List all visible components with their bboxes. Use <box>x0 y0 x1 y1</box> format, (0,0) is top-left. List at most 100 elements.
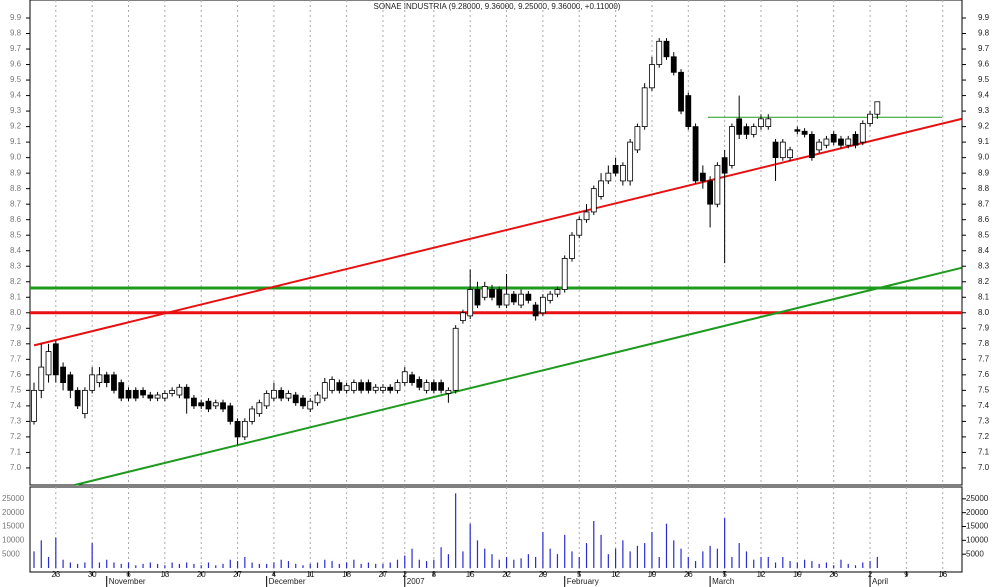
y-tick-label: 7.2 <box>978 432 990 441</box>
y-tick-label: 9.8 <box>978 29 990 38</box>
candle-body <box>409 374 415 384</box>
y-tick-label: 9.6 <box>978 60 990 69</box>
candle-body <box>438 382 445 391</box>
volume-tick-label: 5000 <box>966 549 984 558</box>
candle-body <box>118 382 125 399</box>
y-tick-label: 8.0 <box>978 308 990 317</box>
candle-body <box>525 293 532 301</box>
month-label: April <box>872 577 888 586</box>
y-tick-label: 9.5 <box>978 75 990 84</box>
candle-body <box>74 389 81 407</box>
candle-body <box>220 402 226 410</box>
candle-body <box>423 382 430 391</box>
y-tick-label: 8.7 <box>978 199 990 208</box>
y-tick-label: 9.7 <box>10 44 22 53</box>
y-tick-label: 7.1 <box>10 448 22 457</box>
candle-body <box>430 382 437 391</box>
y-tick-label: 8.5 <box>10 230 22 239</box>
candle-body <box>641 87 648 128</box>
x-tick-label: 4 <box>272 570 277 579</box>
candle-body <box>467 289 474 317</box>
candle-body <box>256 402 263 415</box>
y-tick-label: 7.6 <box>978 370 990 379</box>
candle-body <box>867 113 873 124</box>
x-tick-label: 26 <box>684 570 693 579</box>
candle-body <box>649 64 655 89</box>
candle-body <box>590 188 597 213</box>
y-tick-label: 7.3 <box>978 416 990 425</box>
candle-body <box>634 126 641 151</box>
candle-body <box>445 389 452 394</box>
candle-body <box>96 374 103 384</box>
x-tick-label: 18 <box>342 570 351 579</box>
candle-body <box>321 382 328 399</box>
candle-body <box>532 304 539 317</box>
candle-body <box>191 397 197 407</box>
y-tick-label: 7.4 <box>10 401 22 410</box>
x-tick-label: 26 <box>829 570 838 579</box>
candle-body <box>350 382 357 391</box>
y-tick-label: 7.0 <box>978 463 990 472</box>
volume-tick-label: 15000 <box>966 522 989 531</box>
candle-body <box>234 420 241 438</box>
y-tick-label: 7.2 <box>10 432 22 441</box>
candle-body <box>292 394 299 404</box>
x-tick-label: 27 <box>379 570 388 579</box>
candle-body <box>416 379 423 388</box>
x-tick-label: 30 <box>88 570 97 579</box>
y-tick-label: 9.1 <box>10 137 22 146</box>
y-tick-label: 9.3 <box>978 106 990 115</box>
candle-body <box>510 293 517 303</box>
candle-body <box>401 371 408 384</box>
x-tick-label: 29 <box>538 570 547 579</box>
y-tick-label: 7.7 <box>10 354 22 363</box>
candle-body <box>663 40 670 58</box>
y-tick-label: 8.7 <box>10 199 22 208</box>
price-panel <box>29 0 963 486</box>
candle-body <box>779 141 786 159</box>
candle-body <box>45 351 52 376</box>
y-tick-label: 9.8 <box>10 29 22 38</box>
y-tick-label: 9.3 <box>10 106 22 115</box>
candle-body <box>154 394 161 399</box>
candle-body <box>452 327 459 391</box>
x-tick-label: 9 <box>904 570 909 579</box>
y-tick-label: 9.4 <box>978 91 990 100</box>
chart-title: SONAE INDUSTRIA (9.28000, 9.36000, 9.250… <box>374 2 621 11</box>
candle-body <box>670 56 677 73</box>
y-tick-label: 8.8 <box>10 184 22 193</box>
y-tick-label: 7.9 <box>10 323 22 332</box>
y-tick-label: 7.7 <box>978 354 990 363</box>
y-tick-label: 7.0 <box>10 463 22 472</box>
x-tick-label: 6 <box>126 570 131 579</box>
candle-body <box>31 389 37 422</box>
y-tick-label: 9.2 <box>978 122 990 131</box>
y-tick-label: 9.0 <box>978 153 990 162</box>
candle-body <box>627 141 634 182</box>
x-tick-label: 2 <box>403 570 408 579</box>
y-tick-label: 8.9 <box>10 168 22 177</box>
candle-body <box>874 101 881 115</box>
volume-tick-label: 10000 <box>966 535 989 544</box>
candle-body <box>729 126 735 166</box>
y-tick-label: 7.5 <box>10 385 22 394</box>
month-label: December <box>269 577 306 586</box>
y-tick-label: 8.5 <box>978 230 990 239</box>
x-tick-label: 20 <box>197 570 206 579</box>
x-tick-label: 19 <box>647 570 656 579</box>
y-tick-label: 7.6 <box>10 370 22 379</box>
candle-body <box>678 71 684 112</box>
candle-body <box>394 382 401 391</box>
y-tick-label: 9.0 <box>10 153 22 162</box>
volume-tick-label: 20000 <box>2 508 25 517</box>
candle-body <box>561 258 568 290</box>
candle-body <box>161 393 168 399</box>
candle-body <box>481 286 488 298</box>
candle-body <box>314 394 321 404</box>
candle-body <box>329 379 335 391</box>
y-tick-label: 9.6 <box>10 60 22 69</box>
y-tick-label: 9.1 <box>978 137 990 146</box>
month-label: March <box>712 577 734 586</box>
y-tick-label: 8.9 <box>978 168 990 177</box>
candle-body <box>816 141 823 151</box>
